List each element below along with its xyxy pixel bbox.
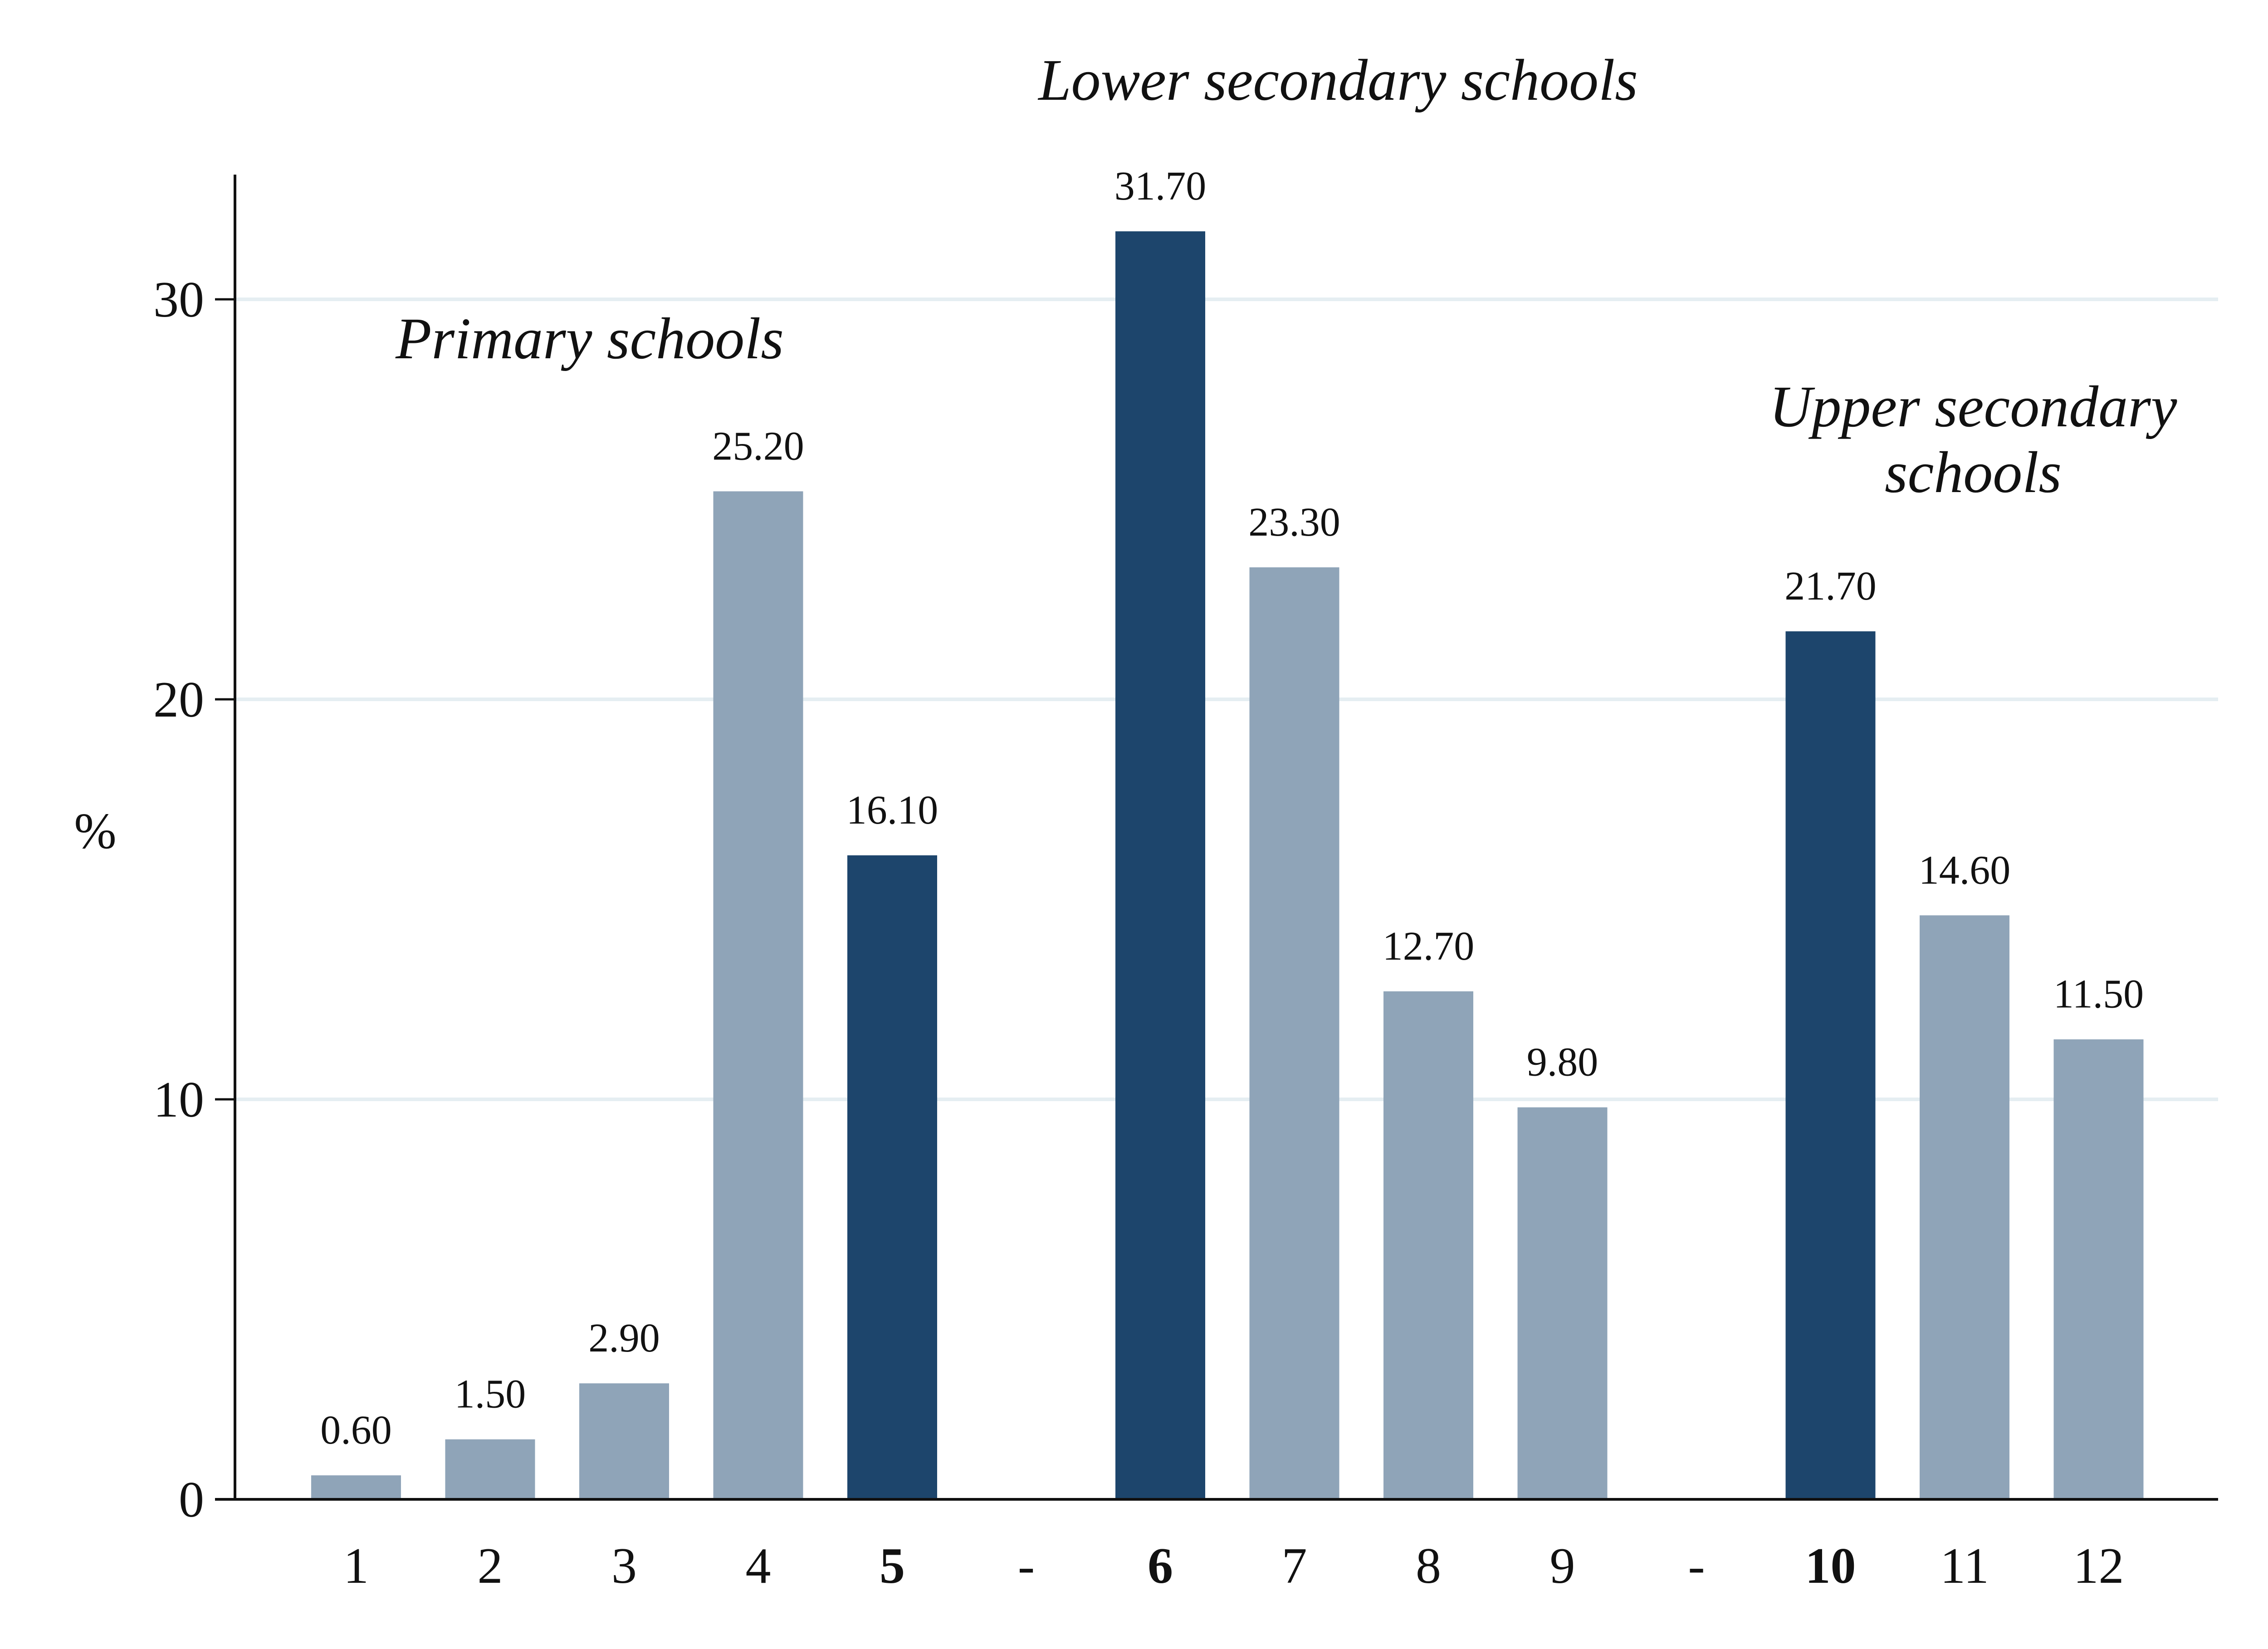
x-tick-label: 5 <box>880 1538 905 1594</box>
data-label: 25.20 <box>712 424 804 468</box>
group-label: Lower secondary schools <box>1037 48 1638 113</box>
data-label: 23.30 <box>1248 500 1340 545</box>
bar <box>311 1475 401 1499</box>
x-tick-label: 7 <box>1282 1538 1307 1594</box>
x-tick-label: 9 <box>1550 1538 1575 1594</box>
data-label: 31.70 <box>1114 164 1207 209</box>
bar <box>847 855 937 1499</box>
x-tick-labels: 1 2 3 4 5-6 7 8 9-10 11 12 <box>343 1538 2124 1594</box>
bar <box>1383 991 1473 1499</box>
group-label: Primary schools <box>395 306 784 371</box>
y-axis-title: % <box>74 803 116 859</box>
bar <box>1517 1107 1608 1499</box>
data-label: 9.80 <box>1527 1040 1598 1085</box>
data-label: 12.70 <box>1383 924 1475 969</box>
x-tick-label: 11 <box>1940 1538 1989 1594</box>
bar <box>1115 231 1205 1499</box>
y-tick-label: 20 <box>153 672 204 728</box>
value-labels: 0.60 1.50 2.90 25.20 16.10 31.70 23.30 12.70 9.8… <box>320 164 2144 1453</box>
x-tick-label: 6 <box>1148 1538 1173 1594</box>
x-tick-label: 10 <box>1805 1538 1856 1594</box>
bar <box>1785 631 1876 1499</box>
x-tick-label: 8 <box>1416 1538 1441 1594</box>
bar <box>2053 1039 2144 1499</box>
gridlines <box>235 298 2218 1101</box>
data-label: 21.70 <box>1784 564 1877 609</box>
y-ticks: 0 10 20 30 <box>153 272 235 1528</box>
bar <box>713 491 803 1500</box>
y-tick-label: 0 <box>179 1472 204 1528</box>
group-label: Upper secondary schools <box>1769 374 2177 505</box>
bar <box>579 1383 669 1499</box>
data-label: 2.90 <box>588 1316 660 1361</box>
x-tick-label: 2 <box>478 1538 503 1594</box>
bar <box>445 1439 535 1499</box>
y-tick-label: 10 <box>153 1072 204 1128</box>
data-label: 16.10 <box>846 788 938 833</box>
x-tick-label: - <box>1018 1538 1035 1594</box>
x-tick-label: 4 <box>746 1538 771 1594</box>
data-label: 14.60 <box>1919 848 2011 893</box>
x-tick-label: 3 <box>611 1538 637 1594</box>
x-tick-label: 12 <box>2073 1538 2124 1594</box>
group-labels: Primary schools Lower secondary schools Up… <box>395 48 2177 505</box>
data-label: 11.50 <box>2053 972 2144 1017</box>
data-label: 0.60 <box>320 1408 392 1453</box>
bar <box>1249 567 1339 1499</box>
bars <box>311 231 2144 1500</box>
x-tick-label: 1 <box>343 1538 369 1594</box>
y-tick-label: 30 <box>153 272 204 328</box>
axes <box>215 175 2218 1501</box>
data-label: 1.50 <box>455 1372 526 1417</box>
bar <box>1920 915 2009 1499</box>
x-tick-label: - <box>1688 1538 1705 1594</box>
